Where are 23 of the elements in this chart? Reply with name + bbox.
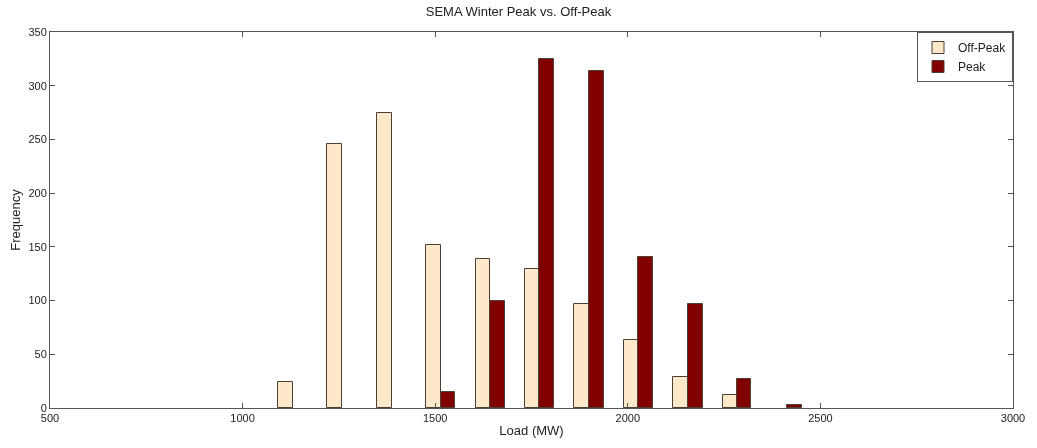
y-tick-label: 200 bbox=[28, 186, 47, 199]
bar bbox=[786, 404, 802, 408]
x-tick-label: 1000 bbox=[230, 412, 255, 425]
x-tick-label: 500 bbox=[40, 412, 60, 425]
x-axis-title: Load (MW) bbox=[499, 422, 564, 438]
chart-title: SEMA Winter Peak vs. Off-Peak bbox=[425, 3, 612, 19]
bar bbox=[326, 143, 342, 408]
bar bbox=[277, 381, 293, 408]
y-axis-title: Frequency bbox=[8, 188, 24, 251]
legend-label: Peak bbox=[958, 60, 987, 75]
x-tick-label: 1500 bbox=[422, 412, 448, 425]
y-tick-label: 150 bbox=[28, 240, 47, 253]
y-tick-label: 250 bbox=[28, 133, 47, 146]
legend-label: Off-Peak bbox=[958, 41, 1007, 56]
y-tick-label: 0 bbox=[40, 401, 47, 414]
y-tick-label: 50 bbox=[34, 348, 47, 361]
x-tick-label: 2000 bbox=[615, 412, 641, 425]
x-tick-label: 3000 bbox=[1000, 412, 1026, 425]
y-tick-label: 100 bbox=[28, 294, 47, 307]
x-tick-label: 2500 bbox=[808, 412, 833, 425]
y-tick-label: 350 bbox=[28, 25, 47, 38]
bar bbox=[376, 112, 392, 408]
y-tick-label: 300 bbox=[28, 79, 47, 92]
